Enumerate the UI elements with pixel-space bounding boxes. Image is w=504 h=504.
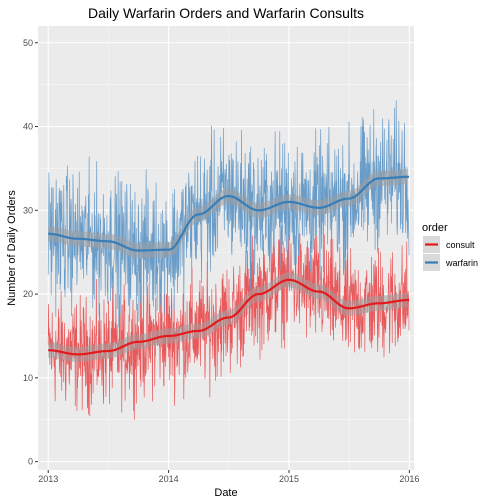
legend: order consult warfarin: [422, 222, 478, 271]
x-axis: 2013 2014 2015 2016: [38, 470, 419, 484]
x-tick-label: 2014: [159, 474, 179, 484]
smooth-series: [48, 169, 410, 362]
y-axis: 0 10 20 30 40 50: [23, 38, 38, 467]
x-tick-label: 2016: [399, 474, 419, 484]
smooth-line-warfarin: [48, 175, 410, 252]
y-tick-label: 40: [23, 122, 33, 132]
legend-title: order: [422, 222, 448, 234]
y-tick-label: 0: [28, 457, 33, 467]
y-tick-label: 30: [23, 205, 33, 215]
chart-title: Daily Warfarin Orders and Warfarin Consu…: [88, 5, 364, 21]
y-tick-label: 10: [23, 373, 33, 383]
smooth-line-consult: [48, 278, 410, 356]
x-tick-label: 2013: [38, 474, 58, 484]
x-axis-title: Date: [214, 487, 237, 499]
confidence-band-warfarin: [48, 169, 408, 259]
x-tick-label: 2015: [279, 474, 299, 484]
legend-label-warfarin: warfarin: [445, 258, 478, 268]
y-tick-label: 20: [23, 289, 33, 299]
legend-label-consult: consult: [446, 240, 475, 250]
y-axis-title: Number of Daily Orders: [6, 190, 18, 306]
y-tick-label: 50: [23, 38, 33, 48]
